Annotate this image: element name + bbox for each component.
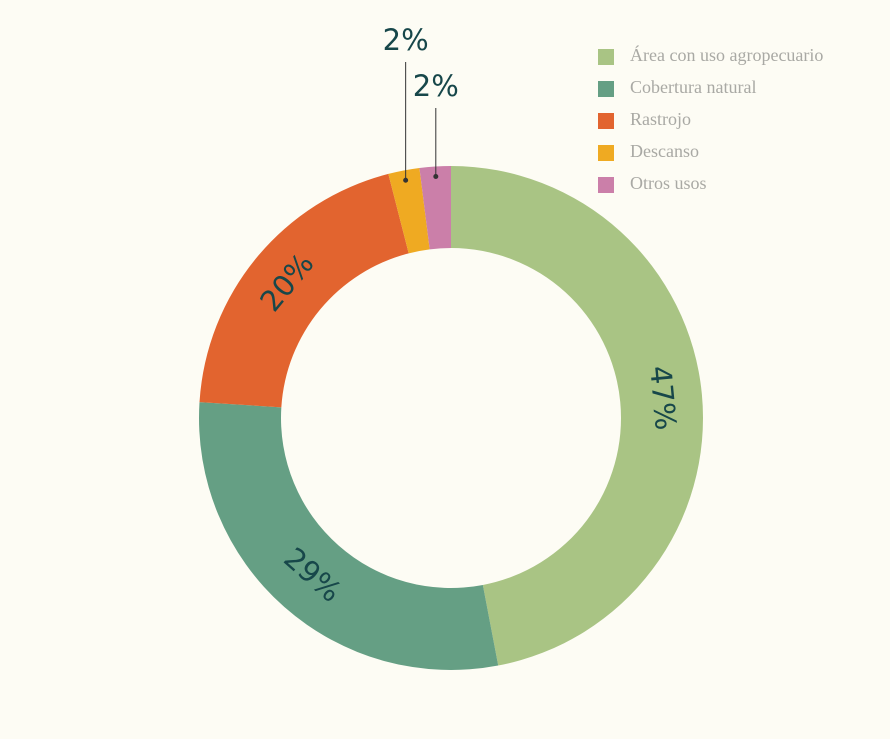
data-label: 47%: [643, 364, 683, 431]
leader-dot: [403, 177, 409, 183]
legend-label: Cobertura natural: [630, 77, 756, 97]
legend-swatch: [598, 113, 614, 129]
legend-label: Área con uso agropecuario: [630, 44, 823, 65]
legend-swatch: [598, 81, 614, 97]
donut-slice: [199, 173, 409, 408]
donut-slice: [199, 402, 499, 670]
legend-swatch: [598, 145, 614, 161]
data-label: 2%: [383, 23, 429, 57]
donut-slice: [451, 166, 703, 666]
leader-dot: [433, 173, 439, 179]
legend-label: Rastrojo: [630, 109, 691, 129]
legend-label: Descanso: [630, 141, 699, 161]
legend-swatch: [598, 49, 614, 65]
donut-slice: [388, 167, 430, 254]
data-label: 2%: [413, 69, 459, 103]
legend-label: Otros usos: [630, 173, 707, 193]
donut-slice: [419, 166, 451, 250]
legend-swatch: [598, 177, 614, 193]
